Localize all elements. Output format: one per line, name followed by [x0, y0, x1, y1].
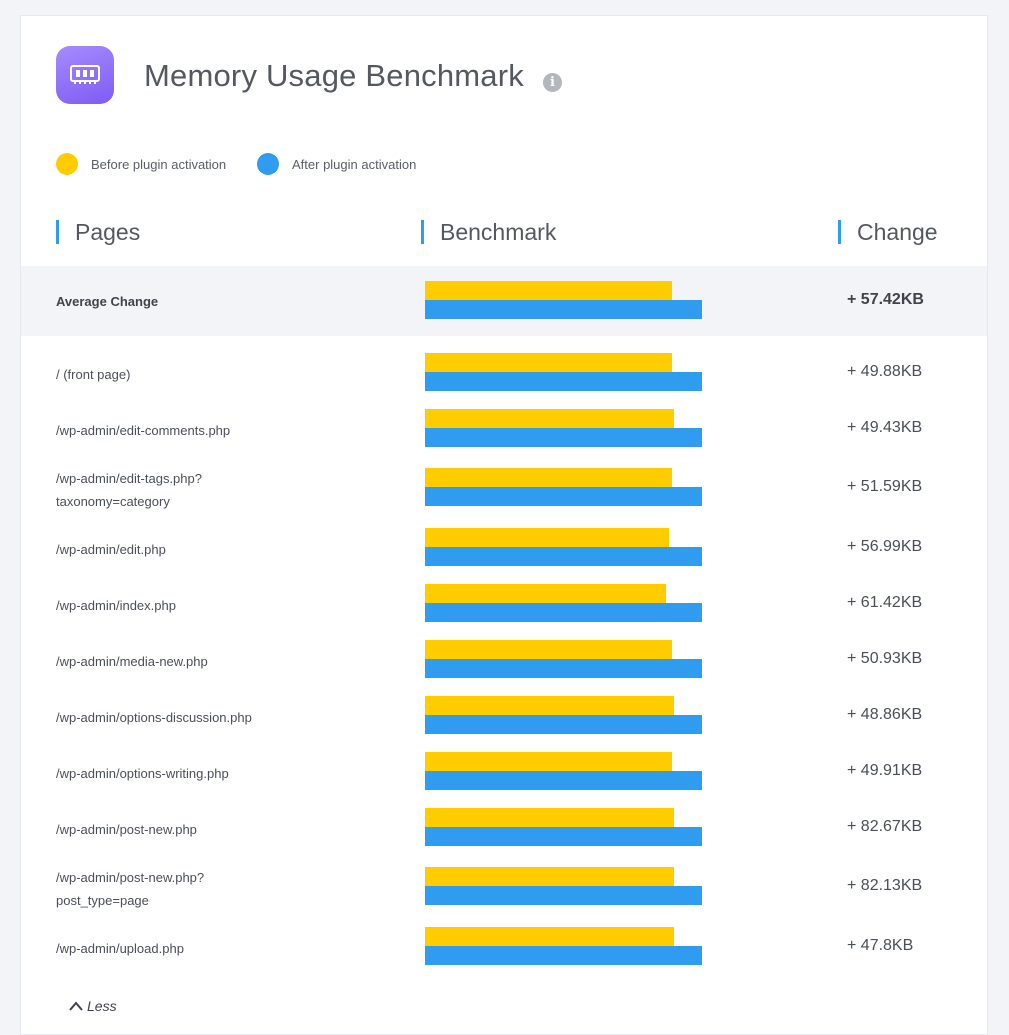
change-value: + 61.42KB	[847, 594, 923, 611]
bar-after	[425, 372, 702, 391]
page-path-line: /wp-admin/options-writing.php	[56, 766, 229, 781]
legend-dot-before	[56, 153, 78, 175]
change-value: + 49.43KB	[847, 419, 923, 436]
bar-after	[425, 547, 702, 566]
page-path-line: / (front page)	[56, 367, 131, 382]
column-header-change: Change	[838, 220, 938, 244]
legend-before: Before plugin activation	[56, 153, 226, 175]
change-value: + 51.59KB	[847, 478, 923, 495]
table-row: /wp-admin/options-writing.php + 49.91KB	[21, 752, 987, 792]
table-row: /wp-admin/options-discussion.php + 48.86K…	[21, 696, 987, 736]
page-path-label: /wp-admin/post-new.php? post_type=page	[56, 866, 204, 912]
page-path-line: /wp-admin/index.php	[56, 598, 176, 613]
table-row: /wp-admin/edit-tags.php? taxonomy=categor…	[21, 468, 987, 509]
table-row: /wp-admin/index.php + 61.42KB	[21, 584, 987, 624]
page-title: Memory Usage Benchmark	[144, 58, 524, 93]
table-row: /wp-admin/upload.php + 47.8KB	[21, 927, 987, 967]
average-change-label: Average Change	[56, 294, 159, 309]
change-value: + 47.8KB	[847, 937, 914, 954]
page-path-line: /wp-admin/post-new.php?	[56, 870, 205, 885]
bar-before	[425, 808, 674, 827]
bar-before	[425, 927, 674, 946]
page-path-line: /wp-admin/media-new.php	[56, 654, 208, 669]
average-change-row: Average Change + 57.42KB	[21, 266, 987, 336]
table-row: /wp-admin/edit-comments.php + 49.43KB	[21, 409, 987, 449]
bar-before	[425, 468, 672, 487]
legend-after: After plugin activation	[257, 153, 416, 175]
average-bar-before	[425, 281, 672, 300]
page-path-label: / (front page)	[56, 363, 130, 386]
page-path-line: /wp-admin/post-new.php	[56, 822, 197, 837]
bar-before	[425, 584, 666, 603]
table-row: /wp-admin/post-new.php + 82.67KB	[21, 808, 987, 848]
bar-after	[425, 659, 702, 678]
bar-after	[425, 946, 702, 965]
page-path-line: /wp-admin/upload.php	[56, 941, 184, 956]
column-header-pages: Pages	[56, 220, 140, 244]
page-path-line: /wp-admin/edit-comments.php	[56, 423, 231, 438]
average-change-value: + 57.42KB	[847, 291, 924, 308]
change-value: + 82.13KB	[847, 877, 923, 894]
bar-before	[425, 752, 672, 771]
legend-label-before: Before plugin activation	[91, 156, 227, 172]
bar-before	[425, 409, 674, 428]
bar-after	[425, 715, 702, 734]
bar-before	[425, 696, 674, 715]
page-path-line: /wp-admin/edit-tags.php?	[56, 471, 202, 486]
bar-after	[425, 487, 702, 506]
memory-benchmark-card: Memory Usage Benchmark i Before plugin a…	[20, 15, 988, 1035]
page-path-line: /wp-admin/edit.php	[56, 542, 166, 557]
page-path-line: /wp-admin/options-discussion.php	[56, 710, 252, 725]
page-path-label: /wp-admin/index.php	[56, 594, 176, 617]
page-path-label: /wp-admin/edit.php	[56, 538, 166, 561]
table-row: /wp-admin/post-new.php? post_type=page + 8…	[21, 867, 987, 908]
change-value: + 49.91KB	[847, 762, 923, 779]
column-header-benchmark: Benchmark	[421, 220, 556, 244]
bar-after	[425, 771, 702, 790]
table-row: / (front page) + 49.88KB	[21, 353, 987, 393]
bar-after	[425, 886, 702, 905]
bar-after	[425, 428, 702, 447]
legend-dot-after	[257, 153, 279, 175]
less-toggle[interactable]: Less	[69, 998, 117, 1014]
change-value: + 56.99KB	[847, 538, 923, 555]
page-path-line: taxonomy=category	[56, 494, 170, 509]
page-path-label: /wp-admin/upload.php	[56, 937, 184, 960]
info-icon[interactable]: i	[543, 73, 562, 92]
legend-label-after: After plugin activation	[292, 156, 417, 172]
page-path-label: /wp-admin/edit-comments.php	[56, 419, 230, 442]
bar-before	[425, 353, 672, 372]
page-path-label: /wp-admin/options-discussion.php	[56, 706, 252, 729]
page-path-label: /wp-admin/options-writing.php	[56, 762, 229, 785]
bar-before	[425, 640, 672, 659]
bar-before	[425, 528, 669, 547]
change-value: + 50.93KB	[847, 650, 923, 667]
less-label: Less	[87, 998, 117, 1014]
chevron-up-icon	[69, 1001, 83, 1011]
change-value: + 48.86KB	[847, 706, 923, 723]
bar-after	[425, 827, 702, 846]
page-path-line: post_type=page	[56, 893, 149, 908]
change-value: + 49.88KB	[847, 363, 923, 380]
average-bar-after	[425, 300, 702, 319]
page-path-label: /wp-admin/edit-tags.php? taxonomy=categor…	[56, 467, 202, 513]
bar-before	[425, 867, 674, 886]
page-path-label: /wp-admin/media-new.php	[56, 650, 208, 673]
table-row: /wp-admin/edit.php + 56.99KB	[21, 528, 987, 568]
page-path-label: /wp-admin/post-new.php	[56, 818, 197, 841]
bar-after	[425, 603, 702, 622]
table-row: /wp-admin/media-new.php + 50.93KB	[21, 640, 987, 680]
memory-chip-icon	[56, 46, 114, 104]
change-value: + 82.67KB	[847, 818, 923, 835]
